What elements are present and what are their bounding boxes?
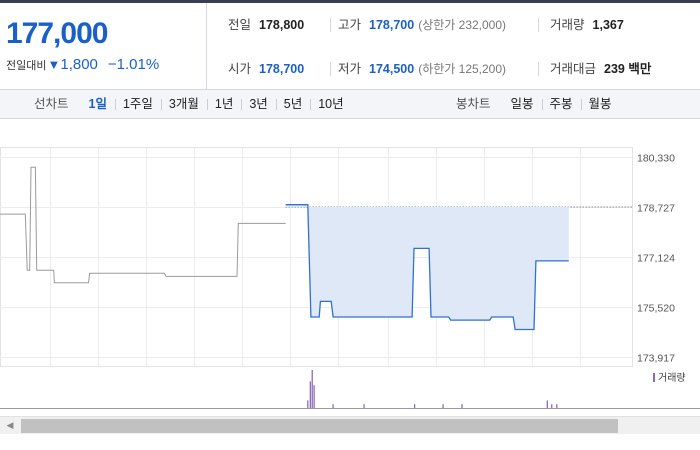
tab-3m[interactable]: 3개월 [160,90,207,119]
triangle-down-icon: ▼ [47,57,61,72]
quote-header: 177,000 전일대비▼1,800 −1.01% 전일 178,800 고가 178… [0,0,700,90]
volume-bar [311,370,313,408]
volume-bar [309,381,311,408]
high-value: 178,700 [369,18,415,32]
upper-limit: (상한가 232,000) [418,18,507,32]
change-line: 전일대비▼1,800 −1.01% [6,56,159,73]
divider [538,62,539,76]
tab-3y[interactable]: 3년 [241,90,275,119]
volume-value: 1,367 [592,18,624,32]
line-chart-label: 선차트 [34,97,69,111]
amount-label: 거래대금 [550,62,597,76]
change-amount: 1,800 [60,56,98,73]
divider [538,18,539,32]
change-label: 전일대비 [6,60,47,72]
price-chart[interactable]: 180,330 178,727 177,124 175,520 173,917 거래량 [0,120,700,410]
tab-1w[interactable]: 1주일 [114,90,161,119]
today-price-line [285,204,569,331]
y-tick-label: 175,520 [637,303,675,315]
tab-1y[interactable]: 1년 [206,90,241,119]
change-rate: −1.01% [107,56,160,73]
amount-value: 239 백만 [604,62,652,76]
volume-bar [546,400,548,408]
volume-bar [551,404,553,408]
divider [330,62,331,76]
candle-chart-label: 봉차트 [456,97,491,111]
chart-tab-bar: 선차트 1일 1주일 3개월 1년 3년 5년 10년 봉차트 일봉 주봉 월봉 [0,90,700,119]
low-cell: 저가 174,500 (하한가 125,200) [338,59,506,79]
chart-scrollbar[interactable]: ◀ [0,416,700,434]
tab-5y[interactable]: 5년 [275,90,310,119]
tab-monthly[interactable]: 월봉 [580,90,620,119]
today-area-fill [285,204,569,330]
tab-weekly[interactable]: 주봉 [541,90,581,119]
volume-cell: 거래량 1,367 [550,15,624,35]
tab-1d[interactable]: 1일 [88,97,107,111]
open-cell: 시가 178,700 [228,59,304,79]
current-price: 177,000 [6,17,108,50]
open-label: 시가 [228,62,252,76]
volume-label: 거래량 [550,18,585,32]
scroll-left-arrow-icon[interactable]: ◀ [6,420,14,430]
volume-bar [313,385,315,408]
volume-legend-label: 거래량 [658,372,686,384]
line-chart-tabs: 선차트 1일 1주일 3개월 1년 3년 5년 10년 [34,90,352,119]
lower-limit: (하한가 125,200) [418,62,507,76]
volume-bar [307,400,309,408]
open-value: 178,700 [259,62,305,76]
price-block: 177,000 전일대비▼1,800 −1.01% [0,3,207,90]
volume-bar [461,404,463,408]
quote-info-grid: 전일 178,800 고가 178,700 (상한가 232,000) 거래량 1,36… [208,3,700,90]
tab-10y[interactable]: 10년 [310,90,351,119]
prev-close-value: 178,800 [259,18,305,32]
volume-bar [363,404,365,408]
volume-legend-swatch [653,373,655,382]
volume-bar [442,404,444,408]
previous-day-line [0,166,286,284]
candle-chart-tabs: 봉차트 일봉 주봉 월봉 [456,90,620,119]
high-cell: 고가 178,700 (상한가 232,000) [338,15,506,35]
scroll-thumb[interactable] [21,419,618,433]
tab-daily[interactable]: 일봉 [510,97,534,111]
volume-bar [556,404,558,408]
prev-close-cell: 전일 178,800 [228,15,304,35]
prev-close-label: 전일 [228,18,252,32]
y-tick-label: 173,917 [637,353,675,365]
y-tick-label: 177,124 [637,253,675,265]
high-label: 고가 [338,18,362,32]
volume-bar [332,404,334,408]
y-tick-label: 178,727 [637,203,675,215]
low-label: 저가 [338,62,362,76]
amount-cell: 거래대금 239 백만 [550,59,651,79]
divider [330,18,331,32]
low-value: 174,500 [369,62,415,76]
volume-bar [413,404,416,408]
y-tick-label: 180,330 [637,153,675,165]
